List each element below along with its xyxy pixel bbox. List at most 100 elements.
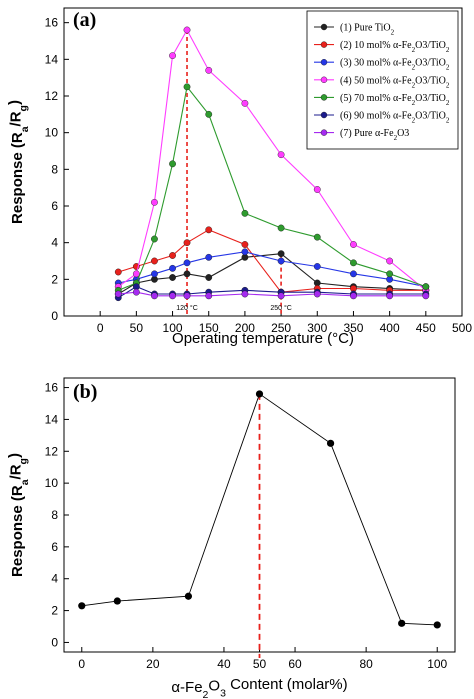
- data-point-a: [205, 110, 213, 118]
- data-point-b: [184, 592, 193, 600]
- data-point-a: [277, 257, 285, 265]
- data-point-a: [151, 235, 158, 243]
- data-point-a: [241, 248, 249, 256]
- data-point-a: [205, 274, 213, 281]
- x-tick-label-a: 150: [199, 321, 219, 335]
- x-tick-label-a: 50: [130, 321, 144, 335]
- y-tick-label-b: 6: [51, 540, 58, 554]
- x-tick-label-a: 450: [416, 321, 436, 335]
- data-point-a: [169, 160, 176, 168]
- data-point-a: [169, 52, 176, 60]
- data-point-a: [151, 198, 158, 206]
- data-point-a: [183, 259, 191, 267]
- series-a-5: [114, 83, 430, 294]
- y-tick-label-b: 10: [45, 476, 59, 490]
- series-line-a: [118, 229, 426, 293]
- data-point-a: [151, 292, 158, 300]
- y-axis-label-a: Response (Ra/Rg): [6, 100, 31, 224]
- data-point-b: [78, 602, 86, 610]
- legend-marker-a: [320, 59, 328, 66]
- x-tick-label-b: 20: [146, 657, 160, 671]
- data-point-a: [241, 99, 249, 107]
- data-point-a: [241, 209, 249, 217]
- legend-a: (1) Pure TiO2 (2) 10 mol% α-Fe2O3/TiO2 (3)…: [306, 10, 459, 150]
- legend-entry-a: (2) 10 mol% α-Fe2O3/TiO2: [340, 40, 450, 54]
- legend-entry-a: (7) Pure α-Fe2O3: [340, 128, 409, 142]
- series-a-6: [114, 283, 430, 302]
- legend-marker-a: [320, 41, 328, 48]
- legend-marker-a: [320, 23, 328, 31]
- data-point-a: [183, 292, 191, 300]
- data-point-a: [241, 290, 249, 298]
- data-point-a: [183, 239, 191, 247]
- data-point-a: [277, 292, 285, 300]
- legend-marker-a: [320, 94, 328, 101]
- data-point-a: [350, 292, 357, 300]
- x-tick-label-b: 80: [359, 657, 373, 671]
- data-point-a: [386, 257, 394, 265]
- data-point-a: [205, 253, 213, 261]
- x-axis-label-a: Operating temperature (°C): [172, 330, 354, 347]
- legend-entry-a: (4) 50 mol% α-Fe2O3/TiO2: [340, 75, 450, 89]
- series-line-a: [118, 85, 427, 291]
- x-tick-label-a: 400: [380, 321, 400, 335]
- data-point-a: [277, 224, 285, 232]
- data-point-a: [169, 292, 176, 300]
- y-tick-label-b: 2: [51, 604, 58, 618]
- data-point-a: [151, 257, 158, 265]
- y-tick-label-a: 10: [45, 126, 59, 140]
- legend-entry-a: (1) Pure TiO2: [340, 23, 395, 37]
- x-tick-label-a: 350: [343, 321, 363, 335]
- y-tick-label-a: 14: [45, 52, 59, 66]
- y-tick-label-a: 12: [45, 89, 59, 103]
- panel-label-a: (a): [73, 9, 96, 31]
- y-tick-label-b: 14: [45, 412, 59, 426]
- data-point-a: [183, 83, 191, 91]
- series-line-a: [117, 28, 427, 291]
- x-tick-label-a: 500: [452, 321, 472, 335]
- data-point-a: [277, 151, 285, 159]
- y-tick-label-a: 0: [51, 309, 58, 323]
- data-point-a: [132, 288, 140, 296]
- data-point-b: [433, 621, 441, 629]
- data-point-a: [169, 252, 176, 259]
- legend-entry-a: (6) 90 mol% α-Fe2O3/TiO2: [340, 111, 450, 125]
- y-tick-label-b: 4: [51, 572, 58, 586]
- data-point-b: [113, 597, 121, 605]
- data-point-b: [326, 439, 335, 447]
- data-point-a: [205, 66, 213, 74]
- data-point-a: [313, 290, 321, 298]
- series-b: [78, 390, 441, 629]
- data-point-a: [350, 241, 357, 248]
- x-tick-label-b: 60: [288, 657, 302, 671]
- data-point-a: [422, 292, 430, 300]
- series-line-a: [117, 253, 426, 295]
- data-point-a: [313, 263, 321, 270]
- x-tick-label-a: 100: [163, 321, 183, 335]
- y-tick-label-a: 6: [51, 199, 58, 213]
- annotation-a: 250 °C: [270, 304, 291, 312]
- data-point-a: [169, 264, 176, 272]
- data-point-a: [386, 292, 394, 300]
- x-tick-label-b: 40: [217, 657, 231, 671]
- data-point-a: [350, 270, 357, 278]
- y-tick-label-b: 8: [51, 508, 58, 522]
- y-tick-label-a: 16: [45, 16, 59, 30]
- legend-entry-a: (5) 70 mol% α-Fe2O3/TiO2: [340, 93, 450, 107]
- data-point-a: [169, 274, 176, 281]
- series-a-2: [114, 226, 430, 296]
- legend-marker-a: [320, 76, 328, 84]
- data-point-a: [422, 283, 430, 291]
- series-a-7: [114, 288, 430, 300]
- y-tick-label-b: 0: [51, 635, 58, 649]
- data-point-a: [183, 26, 191, 34]
- annotation-a: 120 °C: [176, 304, 197, 312]
- data-point-a: [183, 270, 191, 278]
- data-point-a: [313, 233, 321, 241]
- data-point-a: [386, 270, 394, 278]
- y-axis-label-b: Response (Ra/Rg): [6, 453, 31, 577]
- data-point-a: [132, 270, 140, 278]
- x-tick-label-b: 0: [78, 657, 85, 671]
- series-a-4: [114, 26, 430, 294]
